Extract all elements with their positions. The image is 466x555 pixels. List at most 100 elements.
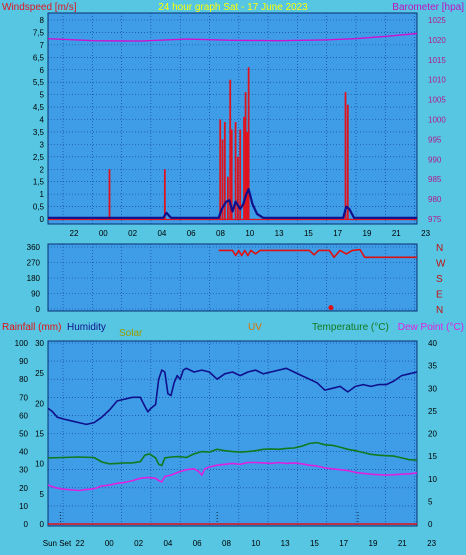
bottom-x-tick-label: 22	[76, 539, 85, 548]
barometer-tick-label: 1015	[428, 56, 446, 65]
bottom-x-tick-label: 13	[281, 539, 290, 548]
direction-panel-grid	[48, 244, 417, 311]
temperature-tick-label: 5	[428, 497, 433, 506]
dew-point-line	[47, 461, 418, 492]
direction-panel-background	[47, 243, 418, 312]
humidity-tick-label: 40	[19, 448, 28, 457]
rainfall-tick-label: 15	[35, 430, 44, 439]
wind-panel-grid	[48, 13, 417, 224]
direction-tick-label: 0	[36, 305, 41, 314]
climate-panel-x-ticks: Sun Set 22 00 02 04 06 08 10 13 15 17 19 21 23	[43, 539, 437, 548]
direction-tick-label: 360	[27, 243, 41, 252]
x-tick-label: 00	[99, 229, 108, 238]
temperature-tick-label: 25	[428, 407, 437, 416]
x-tick-label: 22	[70, 229, 79, 238]
rainfall-tick-label: 30	[35, 339, 44, 348]
humidity-tick-label: 100	[15, 339, 29, 348]
rainfall-tick-label: 20	[35, 399, 44, 408]
temperature-tick-label: 15	[428, 452, 437, 461]
barometer-axis-ticks: 1025 1020 1015 1010 1005 1000 995 990 985 980 975	[428, 16, 446, 224]
windspeed-tick-label: 4,5	[33, 103, 45, 112]
x-tick-label: 19	[363, 229, 372, 238]
windspeed-tick-label: 6,5	[33, 53, 45, 62]
graph-title: 24 hour graph Sat - 17 June 2023	[158, 2, 308, 13]
x-tick-label: 02	[128, 229, 137, 238]
rainfall-tick-label: 5	[40, 490, 45, 499]
windspeed-axis-ticks: 8 7,5 7 6,5 6 5,5 5 4,5 4 3,5 3 2,5 2 1,5 1 0,5 0	[33, 16, 45, 224]
x-tick-label: 17	[333, 229, 342, 238]
humidity-tick-label: 20	[19, 484, 28, 493]
x-tick-label: 15	[304, 229, 313, 238]
windspeed-tick-label: 0	[40, 215, 45, 224]
compass-label: S	[436, 274, 443, 285]
bottom-x-tick-label: Sun Set	[43, 539, 72, 548]
x-tick-label: 13	[275, 229, 284, 238]
windspeed-average-line	[48, 188, 417, 219]
rainfall-tick-label: 25	[35, 369, 44, 378]
humidity-tick-label: 90	[19, 357, 28, 366]
bottom-x-tick-label: 00	[105, 539, 114, 548]
windspeed-tick-label: 3	[40, 140, 45, 149]
bottom-x-tick-label: 08	[222, 539, 231, 548]
barometer-tick-label: 1005	[428, 96, 446, 105]
humidity-tick-label: 70	[19, 393, 28, 402]
barometer-tick-label: 1000	[428, 116, 446, 125]
windspeed-tick-label: 7,5	[33, 28, 45, 37]
bottom-x-tick-label: 23	[427, 539, 436, 548]
x-tick-label: 23	[421, 229, 430, 238]
compass-label: N	[436, 305, 443, 316]
windspeed-tick-label: 6	[40, 66, 45, 75]
temperature-tick-label: 0	[428, 520, 433, 529]
windspeed-axis-label: Windspeed [m/s]	[2, 2, 77, 13]
bottom-x-tick-label: 21	[398, 539, 407, 548]
windspeed-tick-label: 5	[40, 91, 45, 100]
barometer-tick-label: 995	[428, 135, 442, 144]
bottom-x-tick-label: 02	[134, 539, 143, 548]
temperature-tick-label: 40	[428, 339, 437, 348]
windspeed-tick-label: 5,5	[33, 78, 45, 87]
humidity-tick-label: 80	[19, 375, 28, 384]
windspeed-tick-label: 2	[40, 165, 45, 174]
windspeed-tick-label: 7	[40, 41, 45, 50]
barometer-line	[47, 32, 418, 42]
barometer-tick-label: 990	[428, 155, 442, 164]
x-tick-label: 10	[245, 229, 254, 238]
climate-panel-series	[47, 367, 418, 525]
windspeed-tick-label: 1,5	[33, 178, 45, 187]
temperature-axis-label: Temperature (°C)	[312, 322, 389, 333]
rainfall-axis-label: Rainfall (mm)	[2, 322, 61, 333]
rainfall-axis-ticks: 30 25 20 15 10 5 0	[35, 339, 44, 529]
barometer-tick-label: 980	[428, 195, 442, 204]
humidity-tick-label: 0	[24, 520, 29, 529]
barometer-tick-label: 975	[428, 215, 442, 224]
barometer-tick-label: 985	[428, 175, 442, 184]
humidity-line	[47, 367, 418, 426]
x-tick-label: 06	[187, 229, 196, 238]
temperature-tick-label: 35	[428, 362, 437, 371]
windspeed-tick-label: 3,5	[33, 128, 45, 137]
bottom-x-tick-label: 15	[310, 539, 319, 548]
x-tick-label: 08	[216, 229, 225, 238]
bottom-x-tick-label: 19	[369, 539, 378, 548]
compass-label: W	[436, 259, 446, 270]
direction-tick-label: 180	[27, 274, 41, 283]
humidity-tick-label: 60	[19, 411, 28, 420]
climate-panel-background	[47, 340, 418, 527]
barometer-tick-label: 1020	[428, 36, 446, 45]
barometer-tick-label: 1025	[428, 16, 446, 25]
wind-direction-line	[218, 248, 417, 259]
direction-tick-label: 90	[31, 290, 40, 299]
humidity-axis-label: Humidity	[67, 322, 106, 333]
windspeed-tick-label: 2,5	[33, 153, 45, 162]
windspeed-tick-label: 0,5	[33, 203, 45, 212]
wind-direction-marker	[328, 305, 334, 311]
windspeed-tick-label: 4	[40, 116, 45, 125]
temperature-tick-label: 10	[428, 475, 437, 484]
windspeed-tick-label: 8	[40, 16, 45, 25]
wind-panel-series	[47, 32, 418, 221]
x-tick-label: 04	[157, 229, 166, 238]
